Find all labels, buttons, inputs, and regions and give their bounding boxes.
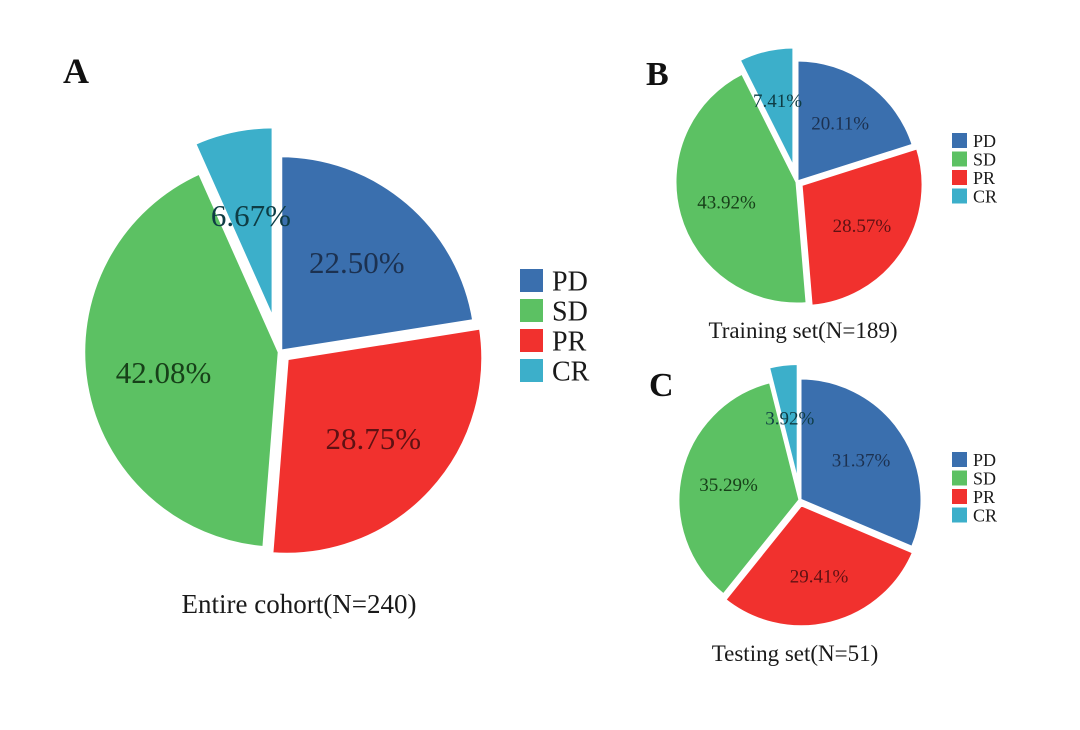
pie-C-pct-PR: 29.41% bbox=[790, 566, 849, 587]
legend-B-swatch-CR bbox=[952, 188, 967, 204]
pie-A-slice-PD bbox=[277, 152, 477, 355]
pie-B-slice-SD bbox=[673, 71, 809, 306]
legend-A-label-PD: PD bbox=[552, 267, 588, 298]
pie-B-slice-CR bbox=[737, 45, 796, 171]
pie-c-percent-labels: 31.37% 29.41% 35.29% 3.92% bbox=[699, 408, 890, 587]
pie-C-pct-CR: 3.92% bbox=[765, 408, 814, 429]
pie-B-slice-PD bbox=[795, 58, 915, 184]
pie-B-pct-PD: 20.11% bbox=[811, 114, 869, 135]
legend-A-label-SD: SD bbox=[552, 297, 588, 328]
legend-A-swatch-SD bbox=[520, 299, 543, 322]
legend-A-label-CR: CR bbox=[552, 357, 590, 388]
pie-b-percent-labels: 20.11% 28.57% 43.92% 7.41% bbox=[697, 91, 891, 237]
pie-C-slice-CR bbox=[766, 361, 800, 487]
legend-C-swatch-PD bbox=[952, 452, 967, 467]
pie-C-slice-PD bbox=[798, 376, 924, 550]
panel-a-label: A bbox=[63, 51, 89, 91]
pie-b bbox=[673, 45, 925, 308]
pie-C-pct-SD: 35.29% bbox=[699, 475, 758, 496]
pie-c bbox=[676, 361, 924, 629]
pie-a bbox=[80, 123, 486, 558]
pie-A-pct-SD: 42.08% bbox=[116, 355, 212, 390]
legend-C-swatch-CR bbox=[952, 507, 967, 523]
legend-B-label-SD: SD bbox=[973, 149, 996, 169]
legend-B-label-PD: PD bbox=[973, 131, 996, 151]
pie-C-slice-SD bbox=[676, 380, 802, 597]
pie-B-pct-SD: 43.92% bbox=[697, 192, 756, 213]
pie-B-slice-PR bbox=[799, 146, 925, 308]
legend-C-swatch-SD bbox=[952, 470, 967, 486]
pie-C-slice-PR bbox=[723, 503, 916, 629]
legend-C-label-PD: PD bbox=[973, 450, 996, 470]
legend-C-label-PR: PR bbox=[973, 487, 995, 507]
legend-C-label-CR: CR bbox=[973, 505, 997, 525]
panel-b-caption: Training set(N=189) bbox=[708, 318, 897, 343]
pie-A-slice-CR bbox=[191, 123, 277, 326]
legend-B-swatch-PR bbox=[952, 170, 967, 185]
legend-C-swatch-PR bbox=[952, 489, 967, 504]
legend-A-label-PR: PR bbox=[552, 327, 587, 358]
legend-A-swatch-PD bbox=[520, 269, 543, 292]
panel-a-caption: Entire cohort(N=240) bbox=[182, 589, 417, 619]
legend-B-swatch-SD bbox=[952, 151, 967, 167]
panel-c-label: C bbox=[649, 367, 674, 404]
panel-b-label: B bbox=[646, 56, 669, 93]
panel-c-caption: Testing set(N=51) bbox=[712, 641, 879, 666]
legend-A-swatch-PR bbox=[520, 329, 543, 352]
legend-A-swatch-CR bbox=[520, 359, 543, 382]
pie-A-slice-PR bbox=[268, 324, 486, 558]
pie-B-pct-PR: 28.57% bbox=[833, 216, 892, 237]
pie-A-pct-CR: 6.67% bbox=[211, 198, 291, 233]
legend-B-label-CR: CR bbox=[973, 186, 997, 206]
pie-A-pct-PD: 22.50% bbox=[309, 245, 405, 280]
pie-A-slice-SD bbox=[80, 169, 283, 551]
pie-A-pct-PR: 28.75% bbox=[326, 421, 422, 456]
legend-B-label-PR: PR bbox=[973, 168, 995, 188]
pie-C-pct-PD: 31.37% bbox=[832, 450, 891, 471]
legend-B-swatch-PD bbox=[952, 133, 967, 148]
legend-C-label-SD: SD bbox=[973, 468, 996, 488]
pie-B-pct-CR: 7.41% bbox=[753, 91, 802, 112]
pie-a-percent-labels: 22.50% 28.75% 42.08% 6.67% bbox=[116, 198, 421, 456]
